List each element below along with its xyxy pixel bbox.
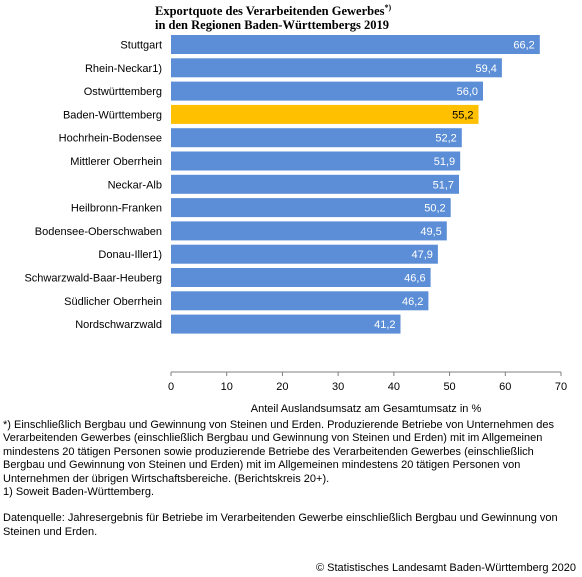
data-label: 41,2 [374,319,395,331]
bar-8 [171,198,451,218]
x-tick-label: 60 [499,381,511,393]
bar-3 [171,81,483,101]
chart-title-line-2: in den Regionen Baden-Württembergs 2019 [155,18,390,32]
bar-7 [171,174,459,194]
data-label: 49,5 [420,226,441,238]
category-label: Hochrhein-Bodensee [59,133,162,145]
category-label: Bodensee-Oberschwaben [35,226,162,238]
bar-5 [171,128,462,148]
category-label: Stuttgart [120,40,162,52]
x-tick-label: 30 [332,381,344,393]
data-label: 51,7 [433,179,454,191]
data-label: 56,0 [457,86,478,98]
chart-title-line-1: Exportquote des Verarbeitenden Gewerbes*… [155,2,575,18]
x-axis-title: Anteil Auslandsumsatz am Gesamtumsatz in… [251,403,482,415]
category-label: Neckar-Alb [108,179,162,191]
bar-2 [171,58,502,78]
bar-12 [171,291,429,311]
data-label: 51,9 [434,156,455,168]
bar-6 [171,151,461,171]
bar-11 [171,268,431,287]
data-label: 46,6 [404,273,425,285]
footnotes: *) Einschließlich Bergbau und Gewinnung … [3,419,575,539]
data-label: 55,2 [452,109,473,121]
data-label: 47,9 [411,249,432,261]
category-label: Heilbronn-Franken [71,203,162,215]
bar-13 [171,314,401,334]
data-label: 46,2 [402,296,423,308]
bar-4 [171,104,479,124]
x-tick-label: 10 [221,381,233,393]
x-tick-label: 50 [443,381,455,393]
data-label: 50,2 [424,203,445,215]
data-label: 66,2 [513,40,534,52]
x-tick-label: 70 [555,381,567,393]
category-label: Ostwürttemberg [84,86,162,98]
data-label: 52,2 [435,133,456,145]
category-label: Mittlerer Oberrhein [70,156,162,168]
category-label: Donau-Iller1) [98,249,162,261]
footnote-1: 1) Soweit Baden-Württemberg. [3,486,155,499]
category-label: Südlicher Oberrhein [64,296,162,308]
category-label: Baden-Württemberg [63,109,162,121]
x-tick-label: 0 [168,381,174,393]
data-source-note: Datenquelle: Jahresergebnis für Betriebe… [3,512,558,538]
bar-chart: Stuttgart 66,2 Rhein-Neckar1) 59,4 Ostwürtte… [24,35,567,415]
x-tick-label: 40 [388,381,400,393]
category-label: Schwarzwald-Baar-Heuberg [24,273,162,285]
bar-1 [171,35,540,54]
footnote-star: *) Einschließlich Bergbau und Gewinnung … [3,419,554,485]
data-label: 59,4 [475,63,496,75]
bar-10 [171,244,438,264]
chart-title-text-1: Exportquote des Verarbeitenden Gewerbes [155,4,385,18]
x-tick-label: 20 [276,381,288,393]
chart-title: Exportquote des Verarbeitenden Gewerbes*… [155,2,575,32]
bar-9 [171,221,447,241]
chart-title-footnote-marker: *) [384,2,392,12]
category-label: Nordschwarzwald [75,319,162,331]
copyright-notice: © Statistisches Landesamt Baden-Württemb… [315,562,576,574]
category-label: Rhein-Neckar1) [85,63,162,75]
